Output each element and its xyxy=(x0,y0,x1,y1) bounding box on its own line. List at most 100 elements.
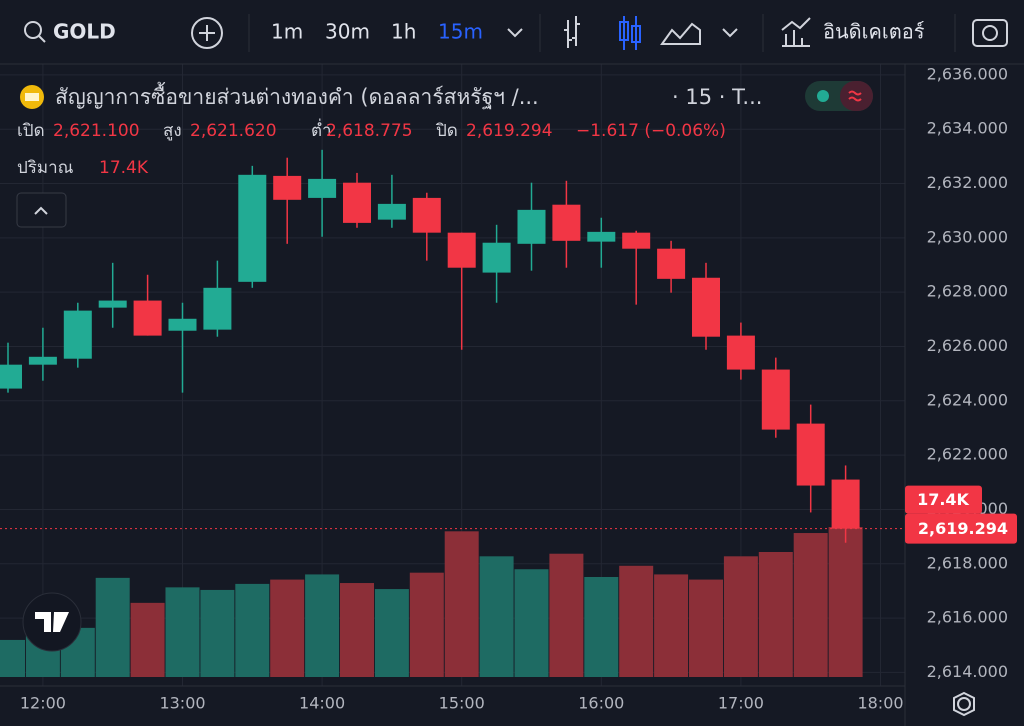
candle-body xyxy=(133,300,162,336)
y-tick-label: 2,622.000 xyxy=(927,445,1008,464)
indicators-icon[interactable] xyxy=(781,17,811,47)
dropdown-icon[interactable] xyxy=(507,28,523,38)
volume-bar xyxy=(374,589,409,677)
candle-body xyxy=(726,335,755,370)
indicators-button[interactable]: อินดิเคเตอร์ xyxy=(823,20,925,44)
interval-active[interactable]: 15m xyxy=(438,20,483,44)
screenshot-button[interactable] xyxy=(972,19,1008,47)
candle-style-icon-body xyxy=(619,21,629,41)
x-tick-label: 13:00 xyxy=(159,694,205,713)
ohlc-value: 2,621.620 xyxy=(190,121,277,141)
ohlc-value: 2,621.100 xyxy=(53,121,140,141)
toggle-half xyxy=(840,81,873,111)
volume-legend-label: ปริมาณ xyxy=(17,158,74,178)
volume-bar xyxy=(165,587,200,677)
candle-body xyxy=(517,209,546,244)
candle-body xyxy=(761,369,790,430)
interval[interactable]: 30m xyxy=(325,20,370,44)
ohlc-legend: เปิด 2,621.100 สูง 2,621.620 ต่ำ2,618.775 ปิด… xyxy=(17,118,726,141)
candle-body xyxy=(552,204,581,241)
volume-bar xyxy=(0,639,25,677)
volume-bar xyxy=(549,553,584,677)
y-tick-label: 2,632.000 xyxy=(927,173,1008,192)
ohlc-label: ปิด xyxy=(435,121,458,141)
candle-body xyxy=(238,174,267,282)
y-tick-label: 2,636.000 xyxy=(927,64,1008,83)
candle-body xyxy=(28,356,57,365)
tv-logo[interactable] xyxy=(22,592,82,652)
legend-title: สัญญาการซื้อขายส่วนต่างทองคำ (ดอลลาร์สหร… xyxy=(55,82,539,109)
volume-bar xyxy=(828,527,863,677)
camera-lens xyxy=(982,25,998,41)
ohlc-label: สูง xyxy=(163,121,182,141)
volume-bar xyxy=(340,583,374,677)
candle-body xyxy=(308,178,337,198)
candle-body xyxy=(831,479,860,529)
volume-label: 17.4K xyxy=(917,490,969,509)
y-tick-label: 2,630.000 xyxy=(927,227,1008,246)
candle-style-icon-body xyxy=(631,25,641,43)
candle-body xyxy=(692,277,720,337)
ohlc-value: 2,619.294 xyxy=(466,121,553,141)
candle-body xyxy=(412,197,441,233)
grid xyxy=(0,64,905,686)
interval[interactable]: 1m xyxy=(271,20,303,44)
ohlc-label: ต่ำ xyxy=(311,118,332,141)
collapse-legend-button[interactable] xyxy=(16,192,67,228)
y-tick-label: 2,616.000 xyxy=(927,608,1008,627)
candle-layer xyxy=(0,149,860,543)
y-tick-label: 2,628.000 xyxy=(927,282,1008,301)
price-label-box xyxy=(905,513,1017,544)
volume-bar xyxy=(479,556,514,677)
candle-body xyxy=(343,182,371,223)
candle-body xyxy=(622,232,651,249)
x-tick-label: 12:00 xyxy=(20,694,66,713)
bar-style-icon[interactable] xyxy=(564,16,580,48)
ohlc-change: −1.617 (−0.06%) xyxy=(576,121,726,141)
area-style-icon[interactable] xyxy=(660,22,701,45)
candle-body xyxy=(168,318,197,331)
volume-bar xyxy=(514,569,549,677)
settings-icon[interactable] xyxy=(957,697,971,711)
candle-body xyxy=(482,242,511,273)
y-tick-label: 2,634.000 xyxy=(927,119,1008,138)
settings-icon-outline xyxy=(953,691,975,717)
x-axis: 12:00 13:00 14:00 15:00 16:00 17:00 18:00 xyxy=(20,694,904,713)
x-tick-label: 16:00 xyxy=(578,694,624,713)
volume-bar xyxy=(619,565,654,677)
axes: 2,614.0002,616.0002,618.0002,620.0002,62… xyxy=(0,64,1017,726)
candle-body xyxy=(587,231,616,242)
x-tick-label: 14:00 xyxy=(299,694,345,713)
gold-bar-icon xyxy=(25,93,39,101)
ohlc-label: เปิด xyxy=(17,121,45,141)
y-tick-label: 2,626.000 xyxy=(927,336,1008,355)
volume-bar xyxy=(758,552,793,677)
interval[interactable]: 1h xyxy=(391,20,416,44)
x-tick-label: 17:00 xyxy=(718,694,764,713)
candle-body xyxy=(657,248,686,279)
search-icon-handle xyxy=(38,35,46,43)
y-tick-label: 2,624.000 xyxy=(927,390,1008,409)
volume-bar xyxy=(200,589,235,677)
volume-legend-value: 17.4K xyxy=(99,158,149,178)
y-tick-label: 2,614.000 xyxy=(927,662,1008,681)
volume-bar xyxy=(130,602,165,677)
symbol[interactable]: GOLD xyxy=(53,20,116,44)
status-icon xyxy=(848,90,862,102)
legend-subtitle: · 15 · T... xyxy=(672,85,762,109)
dropdown-icon[interactable] xyxy=(722,28,738,38)
volume-bar xyxy=(723,556,758,677)
volume-bar xyxy=(444,531,479,677)
add-icon xyxy=(199,25,215,41)
candle-body xyxy=(98,300,127,308)
search-icon[interactable] xyxy=(24,21,42,39)
volume-bar xyxy=(584,577,619,677)
candle-body xyxy=(203,287,232,330)
volume-bar xyxy=(270,579,305,677)
add-symbol-button[interactable] xyxy=(191,17,223,49)
volume-bar xyxy=(654,574,689,677)
tv-logo-mark xyxy=(35,612,69,632)
volume-label-box xyxy=(905,485,982,514)
y-tick-label: 2,618.000 xyxy=(927,553,1008,572)
